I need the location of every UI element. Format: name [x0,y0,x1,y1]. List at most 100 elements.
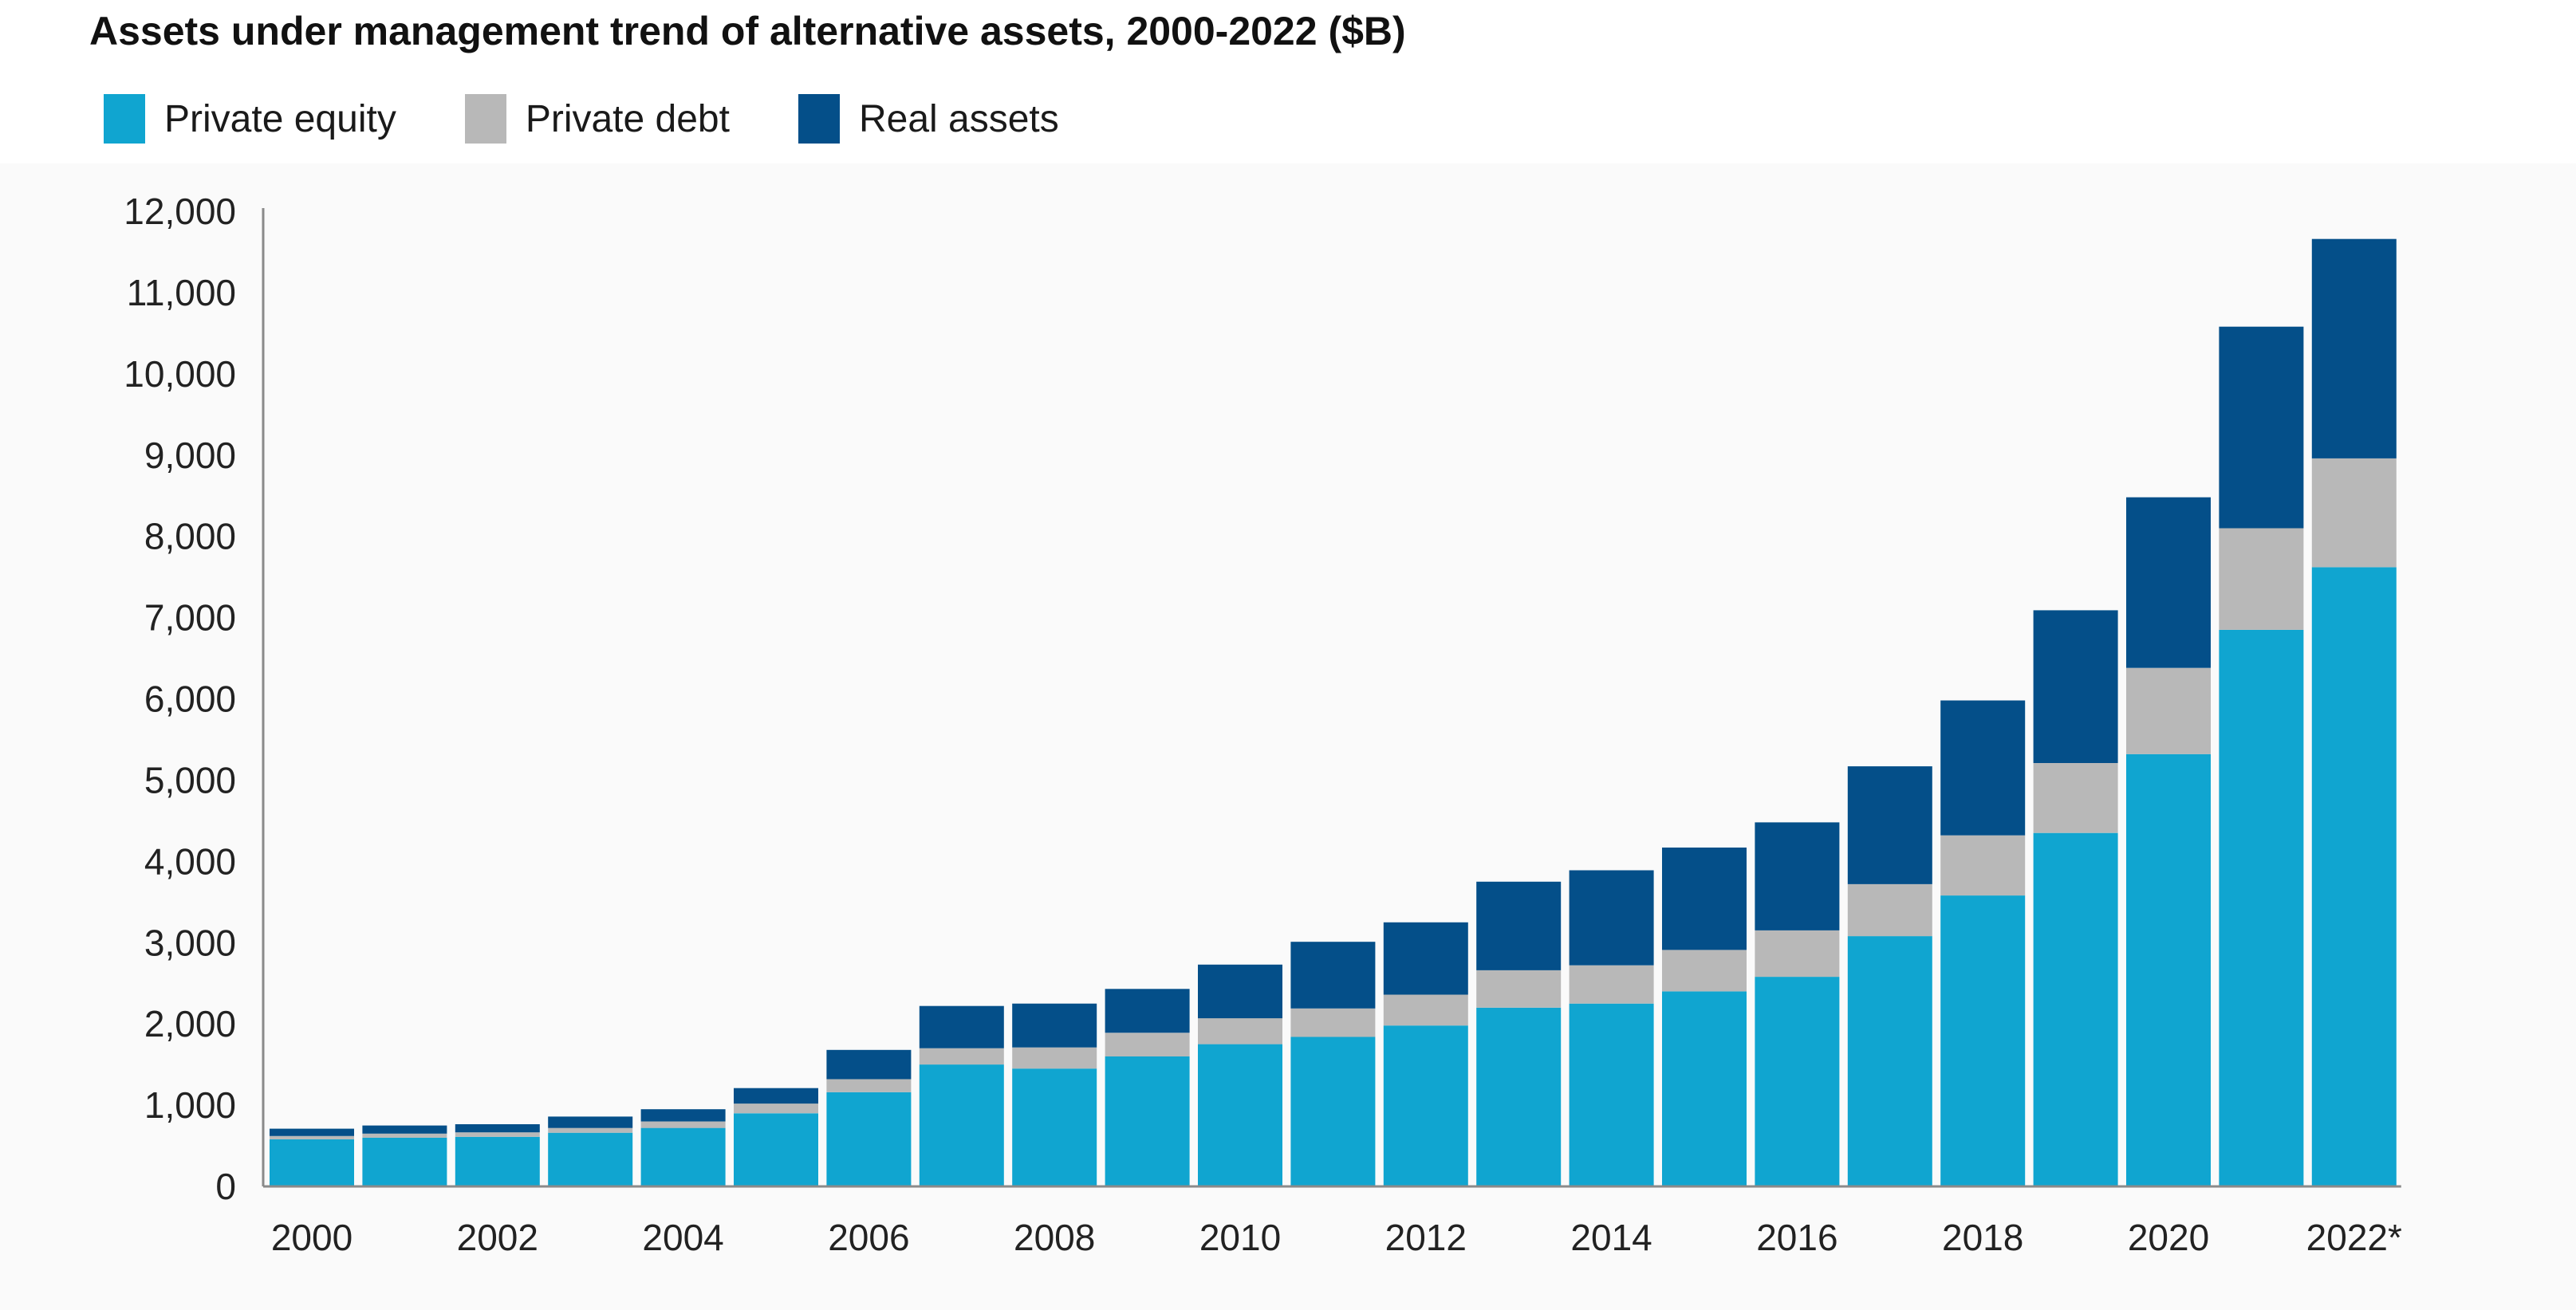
x-axis-tick-labels: 2000 2002 2004 2006 2008 2010 2012 2014 2016 2018… [271,1217,2402,1258]
stacked-bar-chart: 0 1,000 2,000 3,000 4,000 5,000 6,000 7,000 8,00… [124,191,2402,1258]
bar-private-equity-2010 [1198,1044,1282,1186]
legend-swatch-private-debt [464,94,506,144]
bar-private-equity-2002 [455,1136,540,1186]
bar-real-assets-2001 [362,1125,447,1134]
y-tick-label: 2,000 [144,1003,236,1044]
legend-item-private-debt: Private debt [464,94,730,144]
y-tick-label: 1,000 [144,1084,236,1126]
x-tick-label: 2006 [828,1217,909,1258]
bar-private-debt-2005 [734,1103,818,1114]
bar-real-assets-2004 [640,1109,726,1122]
bar-real-assets-2011 [1290,942,1376,1009]
bar-real-assets-2017 [1847,766,1932,884]
y-tick-label: 11,000 [127,272,236,313]
bar-private-debt-2013 [1476,970,1562,1008]
bar-real-assets-2013 [1476,881,1562,970]
bar-private-debt-2001 [362,1133,447,1138]
bar-private-equity-2015 [1662,991,1747,1186]
x-tick-label: 2012 [1385,1217,1467,1258]
bar-real-assets-2003 [548,1116,633,1128]
bar-real-assets-2008 [1012,1003,1097,1048]
bar-private-equity-2007 [919,1064,1004,1186]
x-tick-label: 2000 [271,1217,353,1258]
x-tick-label: 2020 [2128,1217,2209,1258]
bar-private-equity-2004 [640,1127,726,1186]
bar-real-assets-2002 [455,1124,540,1133]
y-tick-label: 0 [215,1166,236,1207]
bar-private-debt-2011 [1290,1008,1376,1037]
y-tick-label: 12,000 [124,191,236,232]
y-tick-label: 3,000 [144,922,236,963]
bar-real-assets-2014 [1569,870,1654,966]
bar-real-assets-2006 [826,1049,912,1080]
bar-private-debt-2002 [455,1132,540,1137]
bar-private-equity-2006 [826,1092,912,1186]
bar-private-debt-2004 [640,1121,726,1128]
legend-swatch-real-assets [798,94,840,144]
chart-title: Assets under management trend of alterna… [89,9,1406,53]
bar-private-equity-2012 [1383,1025,1468,1186]
bar-private-debt-2006 [826,1079,912,1092]
bar-real-assets-2016 [1755,822,1840,930]
bar-private-debt-2016 [1755,930,1840,978]
bar-real-assets-2000 [270,1128,354,1136]
y-tick-label: 9,000 [144,435,236,476]
bar-real-assets-2012 [1383,922,1468,995]
x-tick-label: 2008 [1014,1217,1095,1258]
bar-private-equity-2008 [1012,1068,1097,1186]
bar-real-assets-2005 [734,1088,818,1104]
y-tick-label: 5,000 [144,759,236,801]
bar-private-equity-2016 [1755,977,1840,1186]
axes-layer [262,208,2401,1188]
bar-real-assets-2022 [2311,238,2397,458]
x-tick-label: 2010 [1199,1217,1281,1258]
legend-label-private-debt: Private debt [525,97,730,140]
bar-private-equity-2003 [548,1132,633,1186]
y-tick-label: 10,000 [124,353,236,395]
bar-private-debt-2018 [1940,835,2026,896]
bar-real-assets-2015 [1662,848,1747,950]
y-tick-label: 7,000 [144,597,236,639]
bar-private-debt-2019 [2033,763,2118,833]
legend-item-private-equity: Private equity [104,94,396,144]
bar-private-equity-2019 [2033,832,2118,1186]
x-tick-label: 2014 [1570,1217,1652,1258]
legend-swatch-private-equity [104,94,145,144]
bar-private-equity-2017 [1847,936,1932,1186]
bar-private-debt-2010 [1198,1018,1282,1044]
bar-private-debt-2000 [270,1135,354,1139]
bar-private-debt-2003 [548,1127,633,1133]
bar-private-equity-2021 [2219,629,2304,1186]
bar-real-assets-2021 [2219,326,2304,529]
bars-layer [270,238,2397,1186]
x-tick-label: 2018 [1942,1217,2023,1258]
bar-private-debt-2020 [2126,667,2211,754]
bar-private-equity-2009 [1105,1056,1190,1186]
bar-private-equity-2005 [734,1113,818,1186]
bar-private-debt-2012 [1383,994,1468,1026]
chart-panel: 0 1,000 2,000 3,000 4,000 5,000 6,000 7,000 8,00… [0,163,2576,1310]
bar-private-equity-2014 [1569,1003,1654,1186]
x-tick-label: 2016 [1756,1217,1837,1258]
bar-private-debt-2022 [2311,458,2397,568]
bar-private-equity-2013 [1476,1007,1562,1186]
y-axis-tick-labels: 0 1,000 2,000 3,000 4,000 5,000 6,000 7,000 8,00… [124,191,236,1207]
bar-real-assets-2018 [1940,700,2026,836]
legend-label-real-assets: Real assets [858,97,1059,140]
legend-item-real-assets: Real assets [798,94,1059,144]
bar-real-assets-2020 [2126,497,2211,668]
bar-private-equity-2000 [270,1139,354,1186]
bar-private-debt-2009 [1105,1033,1190,1056]
legend-label-private-equity: Private equity [164,97,396,140]
bar-private-equity-2020 [2126,753,2211,1186]
bar-real-assets-2007 [919,1005,1004,1048]
bar-private-debt-2021 [2219,528,2304,630]
chart-legend: Private equity Private debt Real assets [104,94,1128,144]
bar-real-assets-2019 [2033,610,2118,763]
y-tick-label: 6,000 [144,679,236,720]
bar-private-debt-2015 [1662,950,1747,992]
y-tick-label: 8,000 [144,516,236,557]
bar-real-assets-2009 [1105,989,1190,1033]
bar-real-assets-2010 [1198,964,1282,1019]
x-tick-label: 2004 [642,1217,723,1258]
